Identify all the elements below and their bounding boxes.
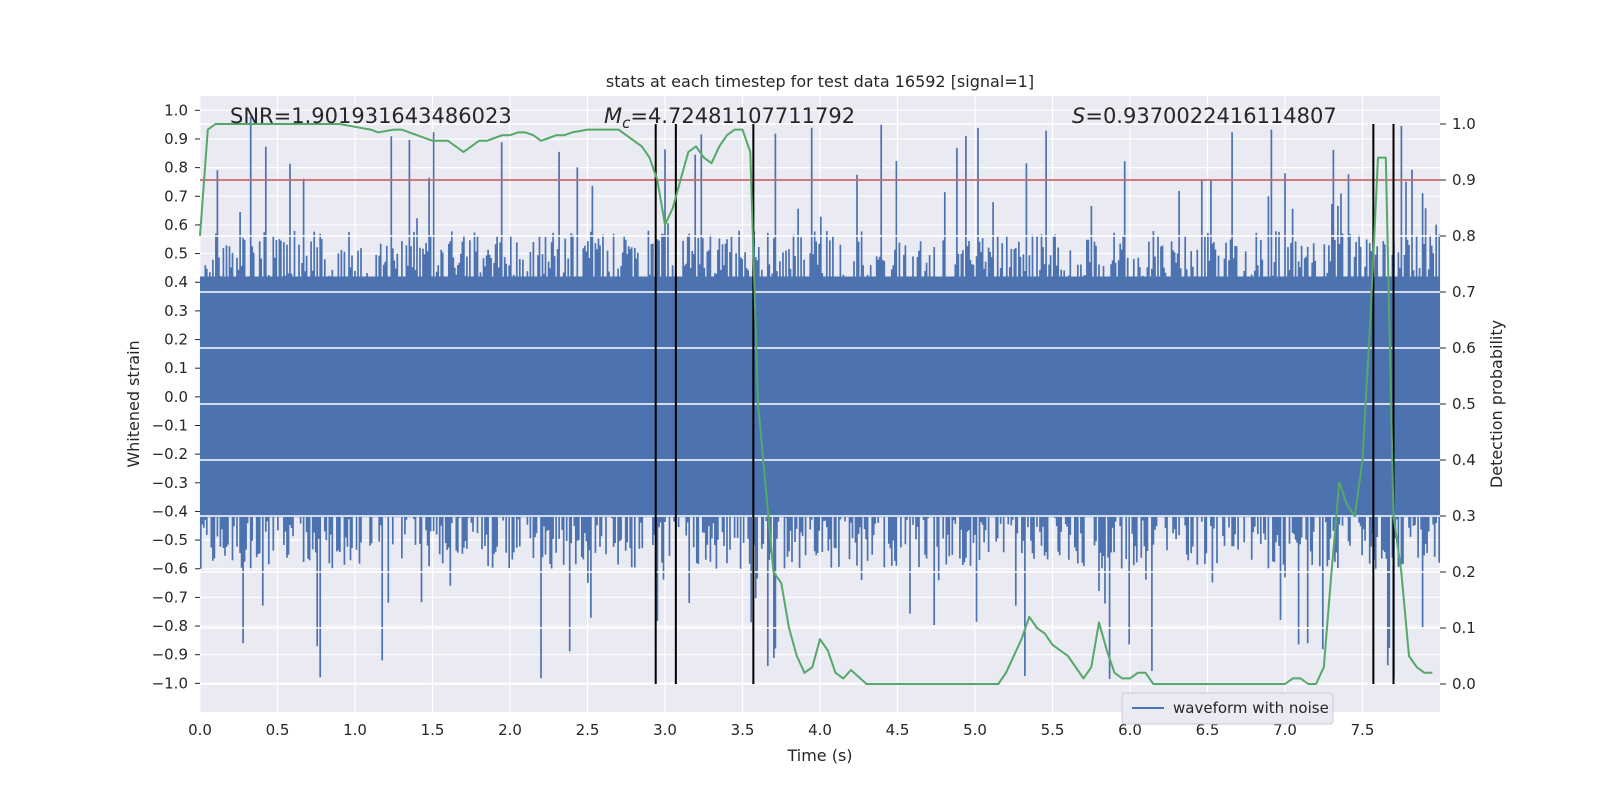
y-tick-label-right: 0.9: [1452, 171, 1476, 189]
y-tick-label-left: −0.6: [152, 560, 188, 578]
x-tick-label: 5.5: [1041, 721, 1065, 739]
snr-annotation: SNR=1.901931643486023: [230, 104, 512, 128]
chirp-mass-value: =4.72481107711792: [630, 104, 855, 128]
x-tick-label: 5.0: [963, 721, 987, 739]
y-tick-label-left: −0.2: [152, 445, 188, 463]
s-symbol: S: [1072, 104, 1085, 128]
x-tick-label: 6.0: [1118, 721, 1142, 739]
chirp-mass-subscript: c: [622, 114, 631, 132]
tick-labels: 0.0 0.5 1.0 1.5 2.0 2.5 3.0 3.5 4.0 4.5 5.0 5.5 6.0 6…: [152, 101, 1476, 739]
legend-label: waveform with noise: [1173, 699, 1329, 717]
legend-box: [1121, 692, 1334, 725]
waveform-series: [199, 116, 1441, 679]
s-annotation: S=0.9370022416114807: [1072, 104, 1337, 128]
y-tick-label-left: −0.9: [152, 646, 188, 664]
chart-title: stats at each timestep for test data 165…: [606, 72, 1034, 91]
x-tick-label: 6.5: [1196, 721, 1220, 739]
y-tick-label-left: −0.1: [152, 416, 188, 434]
y-tick-label-left: −0.3: [152, 474, 188, 492]
x-tick-label: 0.0: [188, 721, 212, 739]
y-tick-label-left: 0.4: [164, 273, 188, 291]
x-tick-label: 2.5: [576, 721, 600, 739]
x-tick-label: 1.0: [343, 721, 367, 739]
y-tick-label-right: 0.5: [1452, 395, 1476, 413]
probability-line: [199, 123, 1433, 685]
y-tick-label-left: 0.3: [164, 302, 188, 320]
y-tick-label-left: 0.9: [164, 130, 188, 148]
x-tick-label: 2.0: [498, 721, 522, 739]
waveform-line: [199, 116, 1441, 679]
y-tick-label-left: 0.1: [164, 359, 188, 377]
y-axis-label-right: Detection probability: [1487, 320, 1506, 488]
x-tick-label: 4.0: [808, 721, 832, 739]
y-tick-label-right: 0.8: [1452, 227, 1476, 245]
probability-series: [199, 123, 1433, 685]
y-tick-label-right: 0.2: [1452, 563, 1476, 581]
y-tick-label-right: 0.4: [1452, 451, 1476, 469]
vertical-lines: [654, 124, 1395, 684]
x-axis-label: Time (s): [786, 746, 852, 765]
y-tick-label-left: −0.7: [152, 588, 188, 606]
y-tick-label-left: 0.8: [164, 159, 188, 177]
y-tick-label-left: 0.6: [164, 216, 188, 234]
chirp-mass-annotation: Mc=4.72481107711792: [604, 104, 855, 132]
chirp-mass-symbol: M: [604, 104, 622, 128]
y-tick-label-left: −0.4: [152, 502, 188, 520]
y-tick-label-left: −0.5: [152, 531, 188, 549]
x-tick-label: 1.5: [421, 721, 445, 739]
x-tick-label: 4.5: [886, 721, 910, 739]
y-tick-label-left: 0.0: [164, 388, 188, 406]
y-tick-label-left: 0.7: [164, 187, 188, 205]
x-tick-label: 3.5: [731, 721, 755, 739]
y-tick-label-right: 0.1: [1452, 619, 1476, 637]
legend: waveform with noise: [1121, 692, 1334, 725]
y-tick-label-right: 1.0: [1452, 115, 1476, 133]
y-tick-label-right: 0.0: [1452, 675, 1476, 693]
y-tick-label-right: 0.6: [1452, 339, 1476, 357]
y-tick-label-left: −1.0: [152, 674, 188, 692]
y-tick-label-left: −0.8: [152, 617, 188, 635]
y-axis-label-left: Whitened strain: [124, 340, 143, 467]
y-tick-label-left: 0.5: [164, 245, 188, 263]
y-tick-label-right: 0.3: [1452, 507, 1476, 525]
x-tick-label: 0.5: [266, 721, 290, 739]
x-tick-label: 7.5: [1351, 721, 1375, 739]
y-tick-label-right: 0.7: [1452, 283, 1476, 301]
x-tick-label: 7.0: [1273, 721, 1297, 739]
s-value: =0.9370022416114807: [1085, 104, 1336, 128]
y-tick-label-left: 1.0: [164, 101, 188, 119]
y-tick-label-left: 0.2: [164, 331, 188, 349]
x-tick-label: 3.0: [653, 721, 677, 739]
